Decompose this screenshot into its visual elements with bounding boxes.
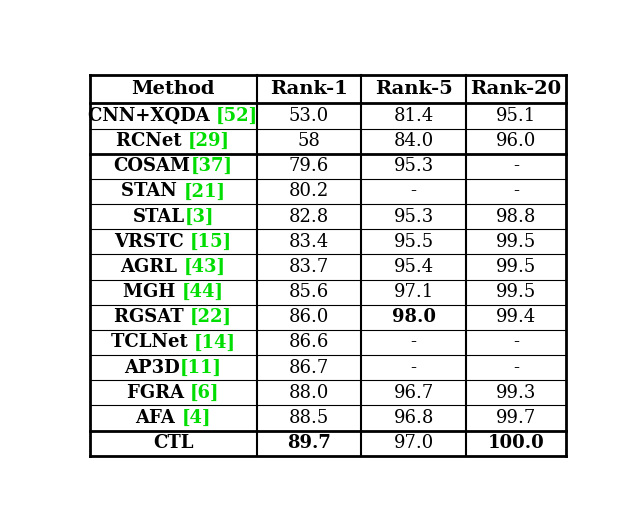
Text: [3]: [3] [184, 208, 214, 226]
Text: 58: 58 [298, 132, 321, 150]
Text: STAN: STAN [121, 182, 183, 201]
Text: FGRA: FGRA [127, 384, 190, 402]
Text: 100.0: 100.0 [488, 434, 545, 452]
Text: 86.6: 86.6 [289, 333, 329, 352]
Text: 99.5: 99.5 [496, 233, 536, 251]
Text: AGRL: AGRL [120, 258, 184, 276]
Text: STAL: STAL [132, 208, 184, 226]
Text: -: - [513, 182, 519, 201]
Text: 95.4: 95.4 [394, 258, 434, 276]
Text: 99.7: 99.7 [496, 409, 536, 427]
Text: 80.2: 80.2 [289, 182, 329, 201]
Text: [43]: [43] [184, 258, 226, 276]
Text: CNN+XQDA: CNN+XQDA [88, 107, 216, 125]
Text: [4]: [4] [182, 409, 211, 427]
Text: 86.0: 86.0 [289, 308, 329, 326]
Text: VRSTC: VRSTC [114, 233, 190, 251]
Text: -: - [411, 182, 417, 201]
Text: RGSAT: RGSAT [115, 308, 190, 326]
Text: [29]: [29] [188, 132, 230, 150]
Text: 96.0: 96.0 [496, 132, 536, 150]
Text: 97.1: 97.1 [394, 283, 434, 301]
Text: AFA: AFA [136, 409, 182, 427]
Text: [11]: [11] [180, 358, 222, 377]
Text: AP3D: AP3D [124, 358, 180, 377]
Text: -: - [513, 333, 519, 352]
Text: 88.0: 88.0 [289, 384, 329, 402]
Text: 99.5: 99.5 [496, 258, 536, 276]
Text: 99.5: 99.5 [496, 283, 536, 301]
Text: -: - [411, 358, 417, 377]
Text: [15]: [15] [190, 233, 232, 251]
Text: 99.4: 99.4 [496, 308, 536, 326]
Text: MGH: MGH [123, 283, 182, 301]
Text: [6]: [6] [190, 384, 220, 402]
Text: TCLNet: TCLNet [111, 333, 194, 352]
Text: [22]: [22] [190, 308, 232, 326]
Text: Rank-20: Rank-20 [470, 80, 562, 98]
Text: -: - [513, 358, 519, 377]
Text: 99.3: 99.3 [496, 384, 536, 402]
Text: 89.7: 89.7 [287, 434, 331, 452]
Text: -: - [513, 157, 519, 176]
Text: 95.5: 95.5 [394, 233, 434, 251]
Text: [44]: [44] [182, 283, 223, 301]
Text: [21]: [21] [183, 182, 225, 201]
Text: 97.0: 97.0 [394, 434, 434, 452]
Text: 86.7: 86.7 [289, 358, 329, 377]
Text: Method: Method [131, 80, 215, 98]
Text: -: - [411, 333, 417, 352]
Text: 95.3: 95.3 [394, 157, 434, 176]
Text: 53.0: 53.0 [289, 107, 329, 125]
Text: [37]: [37] [191, 157, 233, 176]
Text: 95.1: 95.1 [496, 107, 536, 125]
Text: 79.6: 79.6 [289, 157, 329, 176]
Text: 81.4: 81.4 [394, 107, 434, 125]
Text: [14]: [14] [194, 333, 236, 352]
Text: 82.8: 82.8 [289, 208, 329, 226]
Text: 84.0: 84.0 [394, 132, 434, 150]
Text: 95.3: 95.3 [394, 208, 434, 226]
Text: RCNet: RCNet [116, 132, 188, 150]
Text: [52]: [52] [216, 107, 259, 125]
Text: 88.5: 88.5 [289, 409, 329, 427]
Text: 98.8: 98.8 [496, 208, 536, 226]
Text: 85.6: 85.6 [289, 283, 329, 301]
Text: 98.0: 98.0 [392, 308, 436, 326]
Text: 96.7: 96.7 [394, 384, 434, 402]
Text: COSAM: COSAM [114, 157, 191, 176]
Text: Rank-5: Rank-5 [375, 80, 452, 98]
Text: 83.7: 83.7 [289, 258, 329, 276]
Text: 96.8: 96.8 [394, 409, 434, 427]
Text: 83.4: 83.4 [289, 233, 329, 251]
Text: Rank-1: Rank-1 [270, 80, 348, 98]
Text: CTL: CTL [153, 434, 193, 452]
